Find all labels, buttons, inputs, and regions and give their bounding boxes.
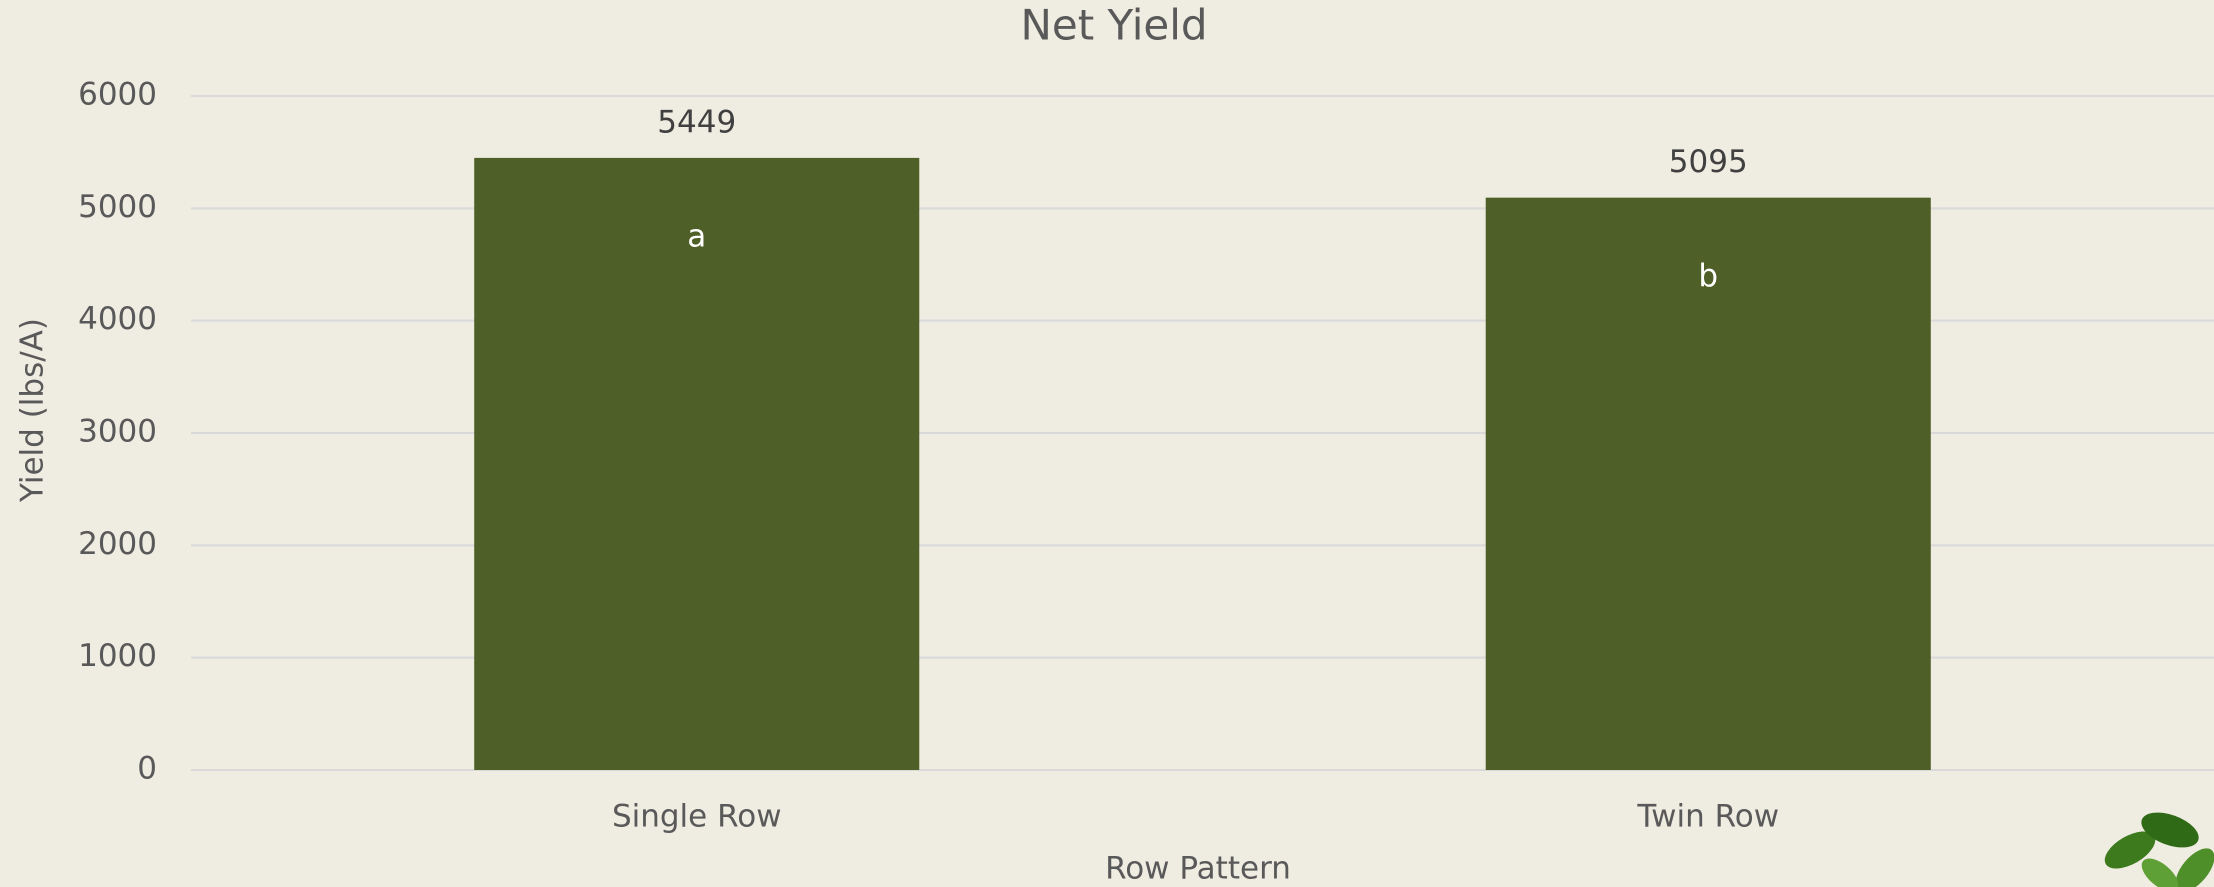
y-tick-label: 0 [137, 751, 157, 787]
x-axis-title: Row Pattern [1105, 851, 1291, 887]
y-tick-label: 5000 [78, 189, 157, 225]
y-tick-label: 6000 [78, 77, 157, 113]
chart-title: Net Yield [1020, 1, 1207, 50]
y-tick-label: 2000 [78, 526, 157, 562]
significance-letter: b [1698, 258, 1718, 294]
y-tick-label: 1000 [78, 638, 157, 674]
y-tick-label: 4000 [78, 301, 157, 337]
data-label: 5095 [1669, 144, 1748, 180]
y-tick-label: 3000 [78, 414, 157, 450]
y-axis-title: Yield (lbs/A) [15, 318, 51, 503]
significance-letter: a [687, 218, 706, 254]
data-label: 5449 [657, 104, 736, 140]
chart: Net Yield Row Pattern Yield (lbs/A) 0 100… [0, 0, 2214, 887]
x-tick-label: Twin Row [1636, 799, 1779, 835]
x-tick-label: Single Row [612, 799, 782, 835]
